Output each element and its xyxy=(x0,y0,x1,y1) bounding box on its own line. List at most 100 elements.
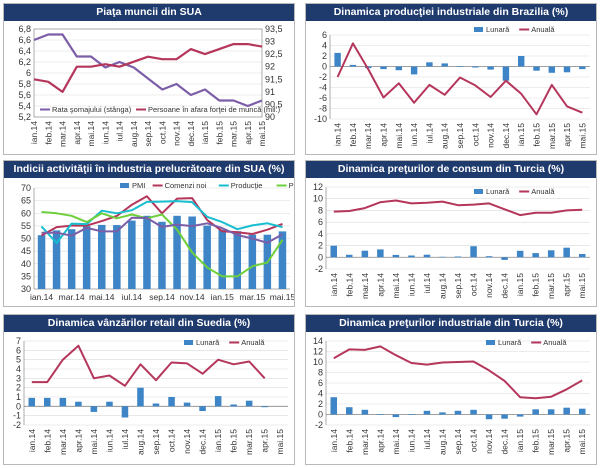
bar xyxy=(563,407,570,415)
x-tick-label: aug.14 xyxy=(437,273,447,299)
x-tick-label: mar.15 xyxy=(244,429,254,455)
x-tick-label: apr.15 xyxy=(562,429,572,453)
y-tick-label: 90 xyxy=(265,112,275,122)
y-tick-label: 60 xyxy=(21,208,31,218)
bar xyxy=(441,63,448,67)
bar xyxy=(330,397,338,415)
panel-usa-labor: Piaţa muncii din SUA 5,2 5,4 5,6 5,8 6 6,2 6,4… xyxy=(3,3,295,155)
x-tick-label: mar.14 xyxy=(360,429,370,455)
y-tick-label: -2 xyxy=(315,264,323,274)
x-tick-label: mai.14 xyxy=(89,429,99,455)
x-tick-label: mai.15 xyxy=(577,429,587,455)
x-tick-label: ian.14 xyxy=(29,121,39,144)
x-tick-label: apr.14 xyxy=(375,273,385,297)
legend-label: Persoane în afara forţei de muncă (mil.) xyxy=(148,105,281,114)
x-tick-label: nov.14 xyxy=(172,121,182,146)
x-tick-label: sep.14 xyxy=(453,429,463,455)
x-tick-label: ian.14 xyxy=(30,292,53,302)
y-tick-label: 4 xyxy=(322,41,327,51)
x-tick-label: apr.14 xyxy=(72,121,82,145)
y-tick-label: 7 xyxy=(16,336,21,346)
legend-label: Lunară xyxy=(498,338,522,347)
bar xyxy=(113,225,121,289)
y-tick-label: 6,4 xyxy=(18,46,31,56)
bar xyxy=(75,401,82,407)
y-tick-label: 0 xyxy=(322,62,327,72)
series-line xyxy=(40,200,283,244)
legend-label: Lunară xyxy=(486,187,510,196)
y-tick-label: 35 xyxy=(21,271,31,281)
x-tick-label: aug.14 xyxy=(440,123,450,149)
bar xyxy=(82,226,91,289)
x-tick-label: nov.14 xyxy=(484,273,494,298)
x-tick-label: oct.14 xyxy=(157,121,167,144)
legend-label: Lunară xyxy=(196,338,220,347)
x-tick-label: dec.14 xyxy=(500,429,510,455)
y-tick-label: 45 xyxy=(21,246,31,256)
bar xyxy=(410,66,418,75)
y-tick-label: -1 xyxy=(13,411,21,421)
bar xyxy=(330,245,338,258)
y-tick-label: 92,5 xyxy=(265,49,283,59)
x-tick-label: mai.14 xyxy=(89,292,115,302)
legend-label: Anuală xyxy=(531,187,555,196)
x-tick-label: dec.14 xyxy=(500,273,510,299)
x-tick-label: feb.14 xyxy=(348,123,358,147)
bar xyxy=(346,254,353,258)
bar xyxy=(532,253,539,258)
x-tick-label: oct.14 xyxy=(469,273,479,296)
panel-turkey-cpi: Dinamica preţurilor de consum din Turcia… xyxy=(305,160,597,307)
bar xyxy=(392,414,400,418)
bar xyxy=(579,66,586,70)
y-tick-label: 65 xyxy=(21,196,31,206)
bar xyxy=(28,397,36,407)
legend-swatch xyxy=(120,183,129,188)
x-tick-label: iun.14 xyxy=(409,123,419,146)
x-tick-label: iul.14 xyxy=(120,429,130,450)
y-tick-label: 5,4 xyxy=(18,101,31,111)
panel-sweden-retail: Dinamica vânzărilor retail din Suedia (%… xyxy=(3,314,295,465)
x-tick-label: ian.14 xyxy=(329,273,339,296)
legend-label: Producţie xyxy=(231,181,263,190)
legend-label: PMI xyxy=(132,181,145,190)
legend-label: Anuală xyxy=(543,338,567,347)
bar xyxy=(456,66,464,67)
x-tick-label: iul.14 xyxy=(424,123,434,144)
x-tick-label: feb.14 xyxy=(42,429,52,453)
x-tick-label: ian.14 xyxy=(333,123,343,146)
y-tick-label: 30 xyxy=(21,284,31,294)
series-line xyxy=(41,216,283,244)
y-tick-label: 12 xyxy=(313,347,323,357)
bar xyxy=(395,66,403,71)
y-tick-label: 8 xyxy=(318,205,323,215)
bar xyxy=(158,221,166,289)
bar xyxy=(98,224,106,289)
y-tick-label: 14 xyxy=(313,336,323,346)
x-tick-label: dec.14 xyxy=(186,121,196,147)
x-tick-label: feb.14 xyxy=(344,273,354,297)
x-tick-label: feb.15 xyxy=(229,429,239,453)
bar xyxy=(470,409,477,415)
x-tick-label: nov.14 xyxy=(484,429,494,454)
bar xyxy=(502,66,510,81)
x-tick-label: sep.14 xyxy=(149,292,175,302)
bar xyxy=(516,250,524,258)
y-tick-label: 0 xyxy=(318,410,323,420)
x-tick-label: ian.14 xyxy=(329,429,339,452)
y-tick-label: 6 xyxy=(318,378,323,388)
y-tick-label: -2 xyxy=(315,420,323,430)
x-tick-label: feb.15 xyxy=(214,121,224,145)
y-tick-label: 4 xyxy=(318,389,323,399)
x-tick-label: oct.14 xyxy=(167,429,177,452)
y-tick-label: 6 xyxy=(16,345,21,355)
x-tick-label: mai.15 xyxy=(257,121,267,147)
x-tick-label: iun.14 xyxy=(100,121,110,144)
bar xyxy=(168,397,175,407)
x-tick-label: apr.15 xyxy=(260,429,270,453)
y-tick-label: 5,8 xyxy=(18,79,31,89)
bar xyxy=(261,406,268,408)
bar xyxy=(487,66,494,70)
y-tick-label: 0 xyxy=(16,401,21,411)
y-tick-label: 70 xyxy=(21,183,31,193)
x-tick-label: mai.15 xyxy=(270,292,294,302)
